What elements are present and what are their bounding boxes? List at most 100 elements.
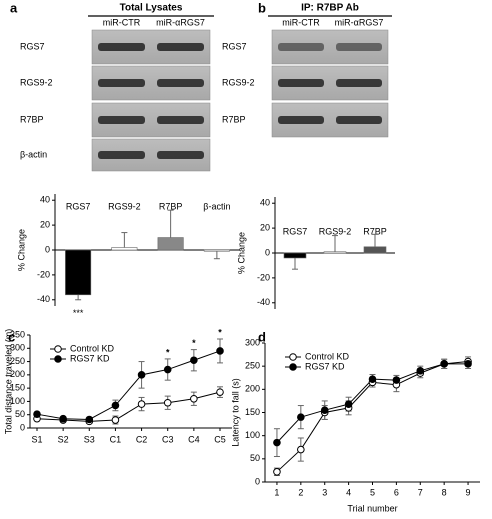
legend-marker — [54, 345, 62, 353]
x-tick-label: C1 — [110, 434, 122, 444]
y-tick-label: 20 — [40, 219, 50, 229]
series-line — [36, 391, 221, 422]
blot-title: IP: R7BP Ab — [301, 3, 359, 14]
series-line — [36, 350, 221, 421]
panel-label: d — [258, 329, 266, 344]
y-tick-label: 50 — [15, 409, 25, 419]
marker — [464, 360, 472, 368]
y-axis-label: % Change — [16, 229, 26, 271]
y-tick-label: 0 — [255, 476, 260, 486]
band — [98, 151, 145, 159]
x-tick-label: S3 — [84, 434, 95, 444]
x-tick-label: 7 — [418, 487, 423, 497]
x-tick-label: C5 — [214, 434, 226, 444]
band — [157, 43, 204, 51]
marker — [344, 400, 353, 408]
category-label: RGS9-2 — [319, 226, 352, 236]
band — [98, 79, 145, 87]
column-header: miR-αRGS7 — [156, 17, 205, 27]
y-tick-label: 250 — [245, 361, 260, 371]
x-tick-label: 2 — [298, 487, 303, 497]
y-tick-label: 100 — [10, 396, 25, 406]
y-tick-label: 0 — [20, 422, 25, 432]
legend-label: Control KD — [305, 351, 350, 361]
x-tick-label: 8 — [442, 487, 447, 497]
marker — [85, 415, 94, 424]
band — [157, 151, 204, 159]
marker — [111, 416, 120, 424]
legend-marker — [289, 353, 297, 361]
y-tick-label: 40 — [40, 195, 50, 205]
y-tick-label: 0 — [45, 244, 50, 254]
category-label: R7BP — [159, 201, 183, 211]
bar — [65, 249, 92, 296]
marker — [190, 356, 198, 365]
x-tick-label: 3 — [322, 487, 327, 497]
column-header: miR-αRGS7 — [335, 17, 384, 27]
marker — [216, 347, 224, 355]
marker — [297, 445, 305, 454]
x-tick-label: S2 — [58, 434, 69, 444]
marker — [137, 400, 146, 408]
band — [336, 116, 382, 124]
panel-label: c — [8, 329, 15, 344]
panel-label: a — [10, 0, 18, 15]
row-label: RGS7 — [222, 41, 247, 51]
category-label: RGS9-2 — [108, 201, 141, 211]
significance: * — [166, 347, 170, 357]
bar — [111, 247, 138, 251]
bar — [283, 252, 307, 259]
x-axis-label: Trial number — [347, 503, 397, 513]
marker — [320, 406, 329, 414]
legend-label: RGS7 KD — [70, 353, 110, 363]
band — [278, 43, 324, 51]
marker — [33, 410, 41, 418]
band — [278, 79, 324, 87]
marker — [163, 398, 172, 407]
band — [336, 43, 382, 51]
column-header: miR-CTR — [103, 17, 141, 27]
blot-title: Total Lysates — [120, 3, 183, 14]
marker — [163, 365, 172, 374]
band — [157, 116, 204, 124]
x-tick-label: C3 — [162, 434, 174, 444]
bar — [157, 237, 184, 251]
y-tick-label: 50 — [250, 453, 260, 463]
column-header: miR-CTR — [282, 17, 320, 27]
marker — [273, 438, 281, 447]
x-tick-label: C2 — [136, 434, 148, 444]
marker — [416, 367, 425, 375]
y-tick-label: 350 — [10, 329, 25, 339]
row-label: RGS9-2 — [222, 77, 255, 87]
marker — [440, 360, 448, 368]
y-axis-label: Latency to fall (s) — [230, 378, 240, 447]
legend-marker — [54, 355, 62, 363]
x-tick-label: 5 — [370, 487, 375, 497]
y-tick-label: 250 — [10, 356, 25, 366]
band — [98, 43, 145, 51]
x-tick-label: 1 — [274, 487, 279, 497]
y-axis-label: % Change — [236, 232, 246, 274]
marker — [368, 375, 377, 383]
bar — [363, 246, 387, 254]
legend-marker — [289, 363, 297, 371]
band — [278, 116, 324, 124]
marker — [273, 468, 281, 476]
y-tick-label: 200 — [245, 384, 260, 394]
y-tick-label: 150 — [245, 407, 260, 417]
x-tick-label: 9 — [466, 487, 471, 497]
category-label: RGS7 — [283, 226, 308, 236]
significance: * — [192, 338, 196, 348]
row-label: R7BP — [20, 114, 44, 124]
band — [336, 79, 382, 87]
row-label: R7BP — [222, 114, 246, 124]
band — [157, 79, 204, 87]
y-tick-label: -20 — [37, 269, 50, 279]
y-tick-label: -40 — [257, 297, 270, 307]
row-label: RGS7 — [20, 41, 45, 51]
category-label: R7BP — [363, 226, 387, 236]
marker — [216, 388, 224, 396]
y-tick-label: 20 — [260, 222, 270, 232]
y-tick-label: 200 — [10, 369, 25, 379]
